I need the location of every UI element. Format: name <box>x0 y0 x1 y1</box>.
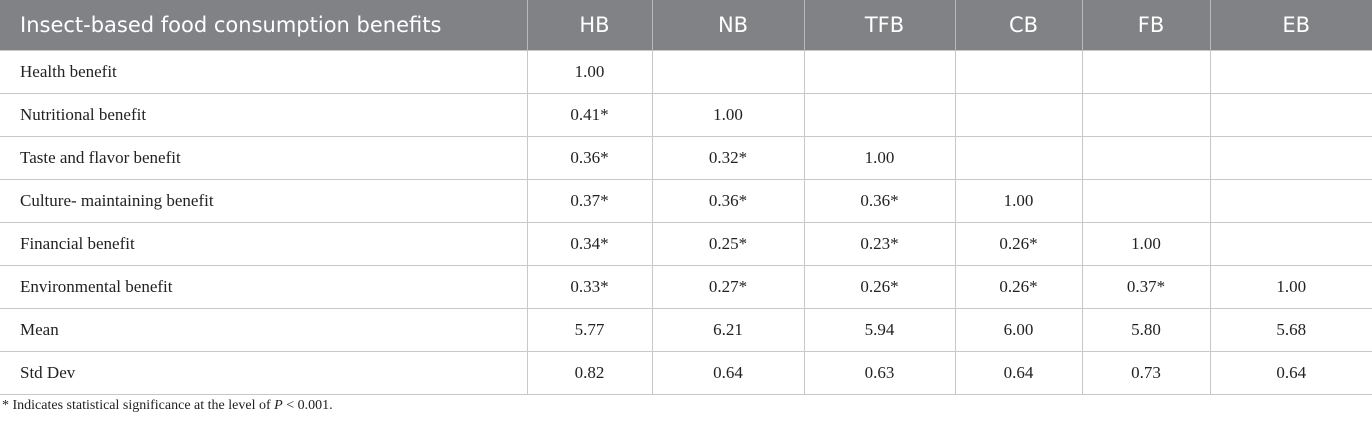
column-header: FB <box>1081 0 1210 51</box>
column-header: HB <box>526 0 652 51</box>
cell: 0.26* <box>954 222 1083 266</box>
row-label: Environmental benefit <box>0 265 528 309</box>
cell: 0.64 <box>954 351 1083 395</box>
column-header: EB <box>1209 0 1372 51</box>
footnote-text: P <box>274 398 283 413</box>
cell: 0.37* <box>1081 265 1211 309</box>
table-row: Mean 5.77 6.21 5.94 6.00 5.80 5.68 <box>0 308 1372 352</box>
row-label: Health benefit <box>0 50 528 94</box>
header-row: Insect-based food consumption benefits HB… <box>0 0 1372 51</box>
cell: 5.68 <box>1209 308 1372 352</box>
cell <box>803 50 956 94</box>
cell: 0.25* <box>651 222 805 266</box>
footnote: * Indicates statistical significance at … <box>2 398 333 414</box>
table-row: Culture- maintaining benefit 0.37* 0.36* 0.… <box>0 179 1372 223</box>
table-row: Financial benefit 0.34* 0.25* 0.23* 0.26* 1.0… <box>0 222 1372 266</box>
table-row: Health benefit 1.00 <box>0 50 1372 94</box>
row-label: Taste and flavor benefit <box>0 136 528 180</box>
cell <box>1209 50 1372 94</box>
cell: 0.32* <box>651 136 805 180</box>
cell: 5.94 <box>803 308 956 352</box>
cell <box>954 50 1083 94</box>
cell <box>954 93 1083 137</box>
cell <box>1209 136 1372 180</box>
column-header: TFB <box>803 0 955 51</box>
column-header: CB <box>954 0 1082 51</box>
cell: 0.41* <box>526 93 653 137</box>
cell: 5.77 <box>526 308 653 352</box>
cell: 0.33* <box>526 265 653 309</box>
cell: 0.36* <box>651 179 805 223</box>
cell <box>803 93 956 137</box>
correlation-table: Insect-based food consumption benefits HB… <box>0 0 1372 395</box>
column-header: NB <box>651 0 804 51</box>
footnote-text: * Indicates statistical significance at … <box>2 398 275 413</box>
cell <box>1209 222 1372 266</box>
cell <box>1209 93 1372 137</box>
cell <box>954 136 1083 180</box>
footnote-text: < 0.001. <box>282 398 333 413</box>
table-body: Health benefit 1.00 Nutritional benefit 0.4… <box>0 50 1372 395</box>
row-label: Culture- maintaining benefit <box>0 179 528 223</box>
cell <box>1081 136 1211 180</box>
table-row: Nutritional benefit 0.41* 1.00 <box>0 93 1372 137</box>
row-label: Nutritional benefit <box>0 93 528 137</box>
table-row: Std Dev 0.82 0.64 0.63 0.64 0.73 0.64 <box>0 351 1372 395</box>
cell <box>1209 179 1372 223</box>
cell: 1.00 <box>526 50 653 94</box>
table-row: Environmental benefit 0.33* 0.27* 0.26* 0.26… <box>0 265 1372 309</box>
column-header: Insect-based food consumption benefits <box>0 0 527 51</box>
cell: 0.36* <box>803 179 956 223</box>
cell: 0.27* <box>651 265 805 309</box>
cell: 6.21 <box>651 308 805 352</box>
cell: 0.23* <box>803 222 956 266</box>
cell <box>1081 50 1211 94</box>
cell: 0.63 <box>803 351 956 395</box>
cell: 0.34* <box>526 222 653 266</box>
cell: 0.73 <box>1081 351 1211 395</box>
cell: 0.64 <box>651 351 805 395</box>
cell: 0.64 <box>1209 351 1372 395</box>
cell: 1.00 <box>1081 222 1211 266</box>
cell: 0.36* <box>526 136 653 180</box>
cell: 0.26* <box>954 265 1083 309</box>
cell <box>1081 93 1211 137</box>
row-label: Financial benefit <box>0 222 528 266</box>
table-row: Taste and flavor benefit 0.36* 0.32* 1.00 <box>0 136 1372 180</box>
cell <box>651 50 805 94</box>
cell <box>1081 179 1211 223</box>
cell: 0.26* <box>803 265 956 309</box>
row-label: Std Dev <box>0 351 528 395</box>
cell: 1.00 <box>803 136 956 180</box>
row-label: Mean <box>0 308 528 352</box>
cell: 1.00 <box>1209 265 1372 309</box>
cell: 6.00 <box>954 308 1083 352</box>
cell: 1.00 <box>651 93 805 137</box>
cell: 5.80 <box>1081 308 1211 352</box>
cell: 1.00 <box>954 179 1083 223</box>
cell: 0.37* <box>526 179 653 223</box>
cell: 0.82 <box>526 351 653 395</box>
